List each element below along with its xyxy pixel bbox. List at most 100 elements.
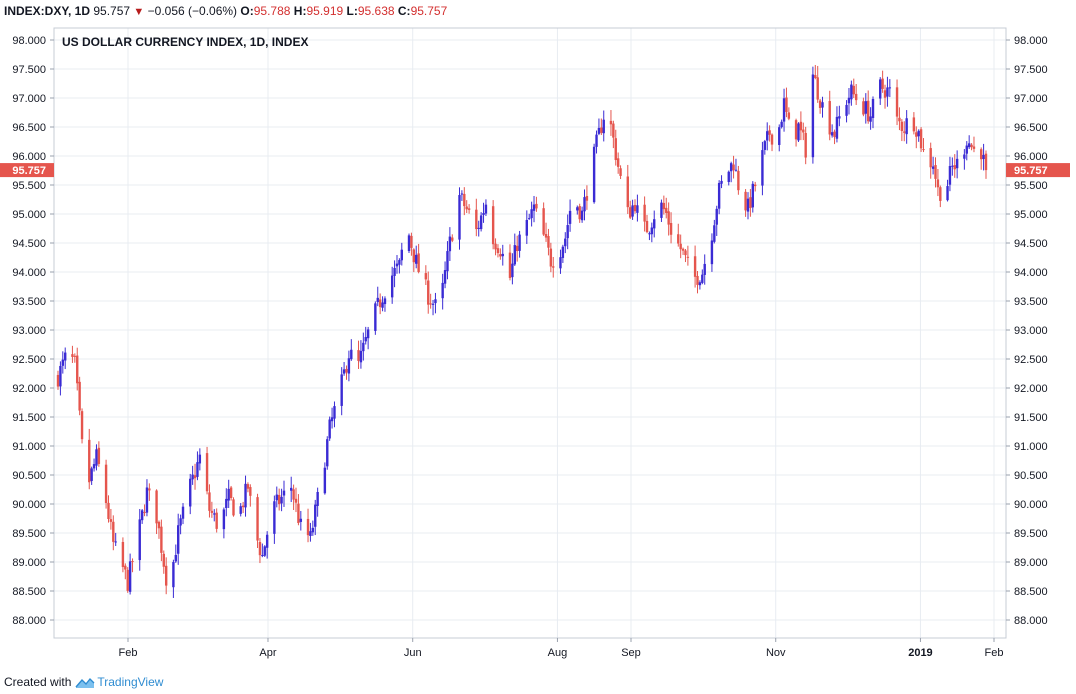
candle-body — [698, 282, 702, 286]
candle-body — [357, 350, 360, 361]
candle-body — [479, 215, 483, 230]
candle-body — [852, 85, 855, 95]
candle-body — [552, 266, 555, 268]
candle-body — [467, 208, 471, 210]
candle-body — [979, 149, 983, 160]
last-price: 95.757 — [93, 4, 131, 18]
candle-body — [653, 219, 656, 229]
x-tick-label: Feb — [119, 647, 138, 659]
candle-body — [530, 209, 533, 219]
candle-body — [193, 475, 197, 479]
candle-body — [770, 134, 774, 145]
candle-body — [311, 527, 315, 533]
candle-body — [948, 166, 952, 185]
candle-body — [275, 494, 278, 501]
candle-body — [128, 561, 132, 592]
candle-body — [61, 359, 65, 366]
candle-body — [665, 207, 668, 213]
candle-body — [612, 123, 615, 138]
candle-body — [549, 248, 553, 267]
candle-body — [701, 274, 704, 283]
candle-body — [650, 227, 654, 235]
candle-body — [277, 494, 281, 505]
candle-body — [628, 207, 632, 218]
candle-body — [643, 204, 646, 222]
candle-body — [787, 112, 791, 119]
y-tick-label: 93.000 — [12, 325, 46, 337]
y-tick-label: 95.000 — [12, 209, 46, 221]
down-triangle-icon: ▼ — [133, 6, 145, 18]
candle-body — [662, 202, 666, 210]
candle-body — [580, 210, 584, 221]
x-tick-label: Aug — [548, 647, 568, 659]
y-axis-right: 98.000 97.500 97.000 96.500 96.000 95.500 95.0… — [1006, 35, 1048, 627]
candle-body — [222, 509, 226, 530]
last-price-tag — [1006, 163, 1070, 178]
candle-body — [362, 342, 365, 352]
candle-body — [97, 447, 101, 464]
candle-body — [737, 170, 740, 191]
candle-body — [595, 134, 598, 147]
x-tick-label: Feb — [985, 647, 1004, 659]
y-tick-label: 91.500 — [12, 412, 46, 424]
candle-body — [366, 329, 370, 339]
candle-body — [475, 209, 478, 230]
candle-body — [677, 234, 680, 244]
candle-body — [811, 74, 815, 158]
tradingview-brand[interactable]: TradingView — [97, 675, 164, 689]
candle-body — [395, 263, 399, 267]
candle-body — [633, 204, 637, 212]
y-tick-label: 92.000 — [1014, 383, 1048, 395]
candle-body — [460, 193, 464, 195]
y-tick-label: 95.500 — [12, 180, 46, 192]
y-tick-label: 97.000 — [1014, 93, 1048, 105]
candle-body — [412, 249, 416, 263]
candle-body — [619, 168, 622, 176]
low-value: 95.638 — [357, 4, 395, 18]
candle-body — [535, 203, 538, 209]
chart-title: US DOLLAR CURRENCY INDEX, 1D, INDEX — [62, 35, 308, 49]
candle-body — [626, 176, 629, 208]
candle-body — [491, 206, 495, 245]
candle-body — [838, 116, 841, 119]
candle-body — [900, 121, 904, 132]
tradingview-logo-icon — [75, 677, 95, 688]
open-value: 95.788 — [253, 4, 291, 18]
candle-body — [513, 245, 516, 265]
candle-body — [424, 273, 428, 280]
candle-body — [669, 223, 673, 235]
y-tick-label: 98.000 — [1014, 35, 1048, 47]
candle-body — [427, 280, 430, 305]
candle-body — [679, 243, 682, 250]
candle-body — [177, 525, 180, 554]
candle-body — [929, 148, 932, 168]
candle-body — [888, 87, 892, 89]
candle-body — [946, 186, 949, 201]
candle-body — [191, 474, 194, 480]
candle-body — [297, 503, 300, 523]
y-tick-label: 92.000 — [12, 383, 46, 395]
candle-body — [515, 245, 519, 252]
created-with-text: Created with — [4, 675, 72, 689]
candle-body — [309, 531, 312, 536]
candle-body — [881, 78, 884, 89]
candle-body — [484, 204, 488, 214]
candle-body — [258, 542, 262, 556]
candle-body — [592, 146, 596, 203]
candlestick-chart[interactable]: 98.000 97.500 97.000 96.500 96.000 95.500 95.0… — [0, 0, 1076, 670]
candle-body — [273, 501, 276, 534]
candle-body — [88, 439, 91, 483]
candle-body — [528, 218, 531, 220]
y-tick-label: 88.500 — [1014, 586, 1048, 598]
candle-body — [967, 143, 971, 148]
candle-body — [597, 127, 601, 134]
candle-body — [667, 211, 670, 225]
candle-body — [636, 205, 639, 213]
candle-body — [710, 240, 714, 265]
candle-body — [215, 512, 218, 529]
candle-body — [280, 496, 283, 504]
candle-body — [208, 492, 211, 511]
y-tick-label: 91.000 — [1014, 441, 1048, 453]
candle-body — [292, 489, 295, 500]
candle-body — [542, 208, 545, 235]
